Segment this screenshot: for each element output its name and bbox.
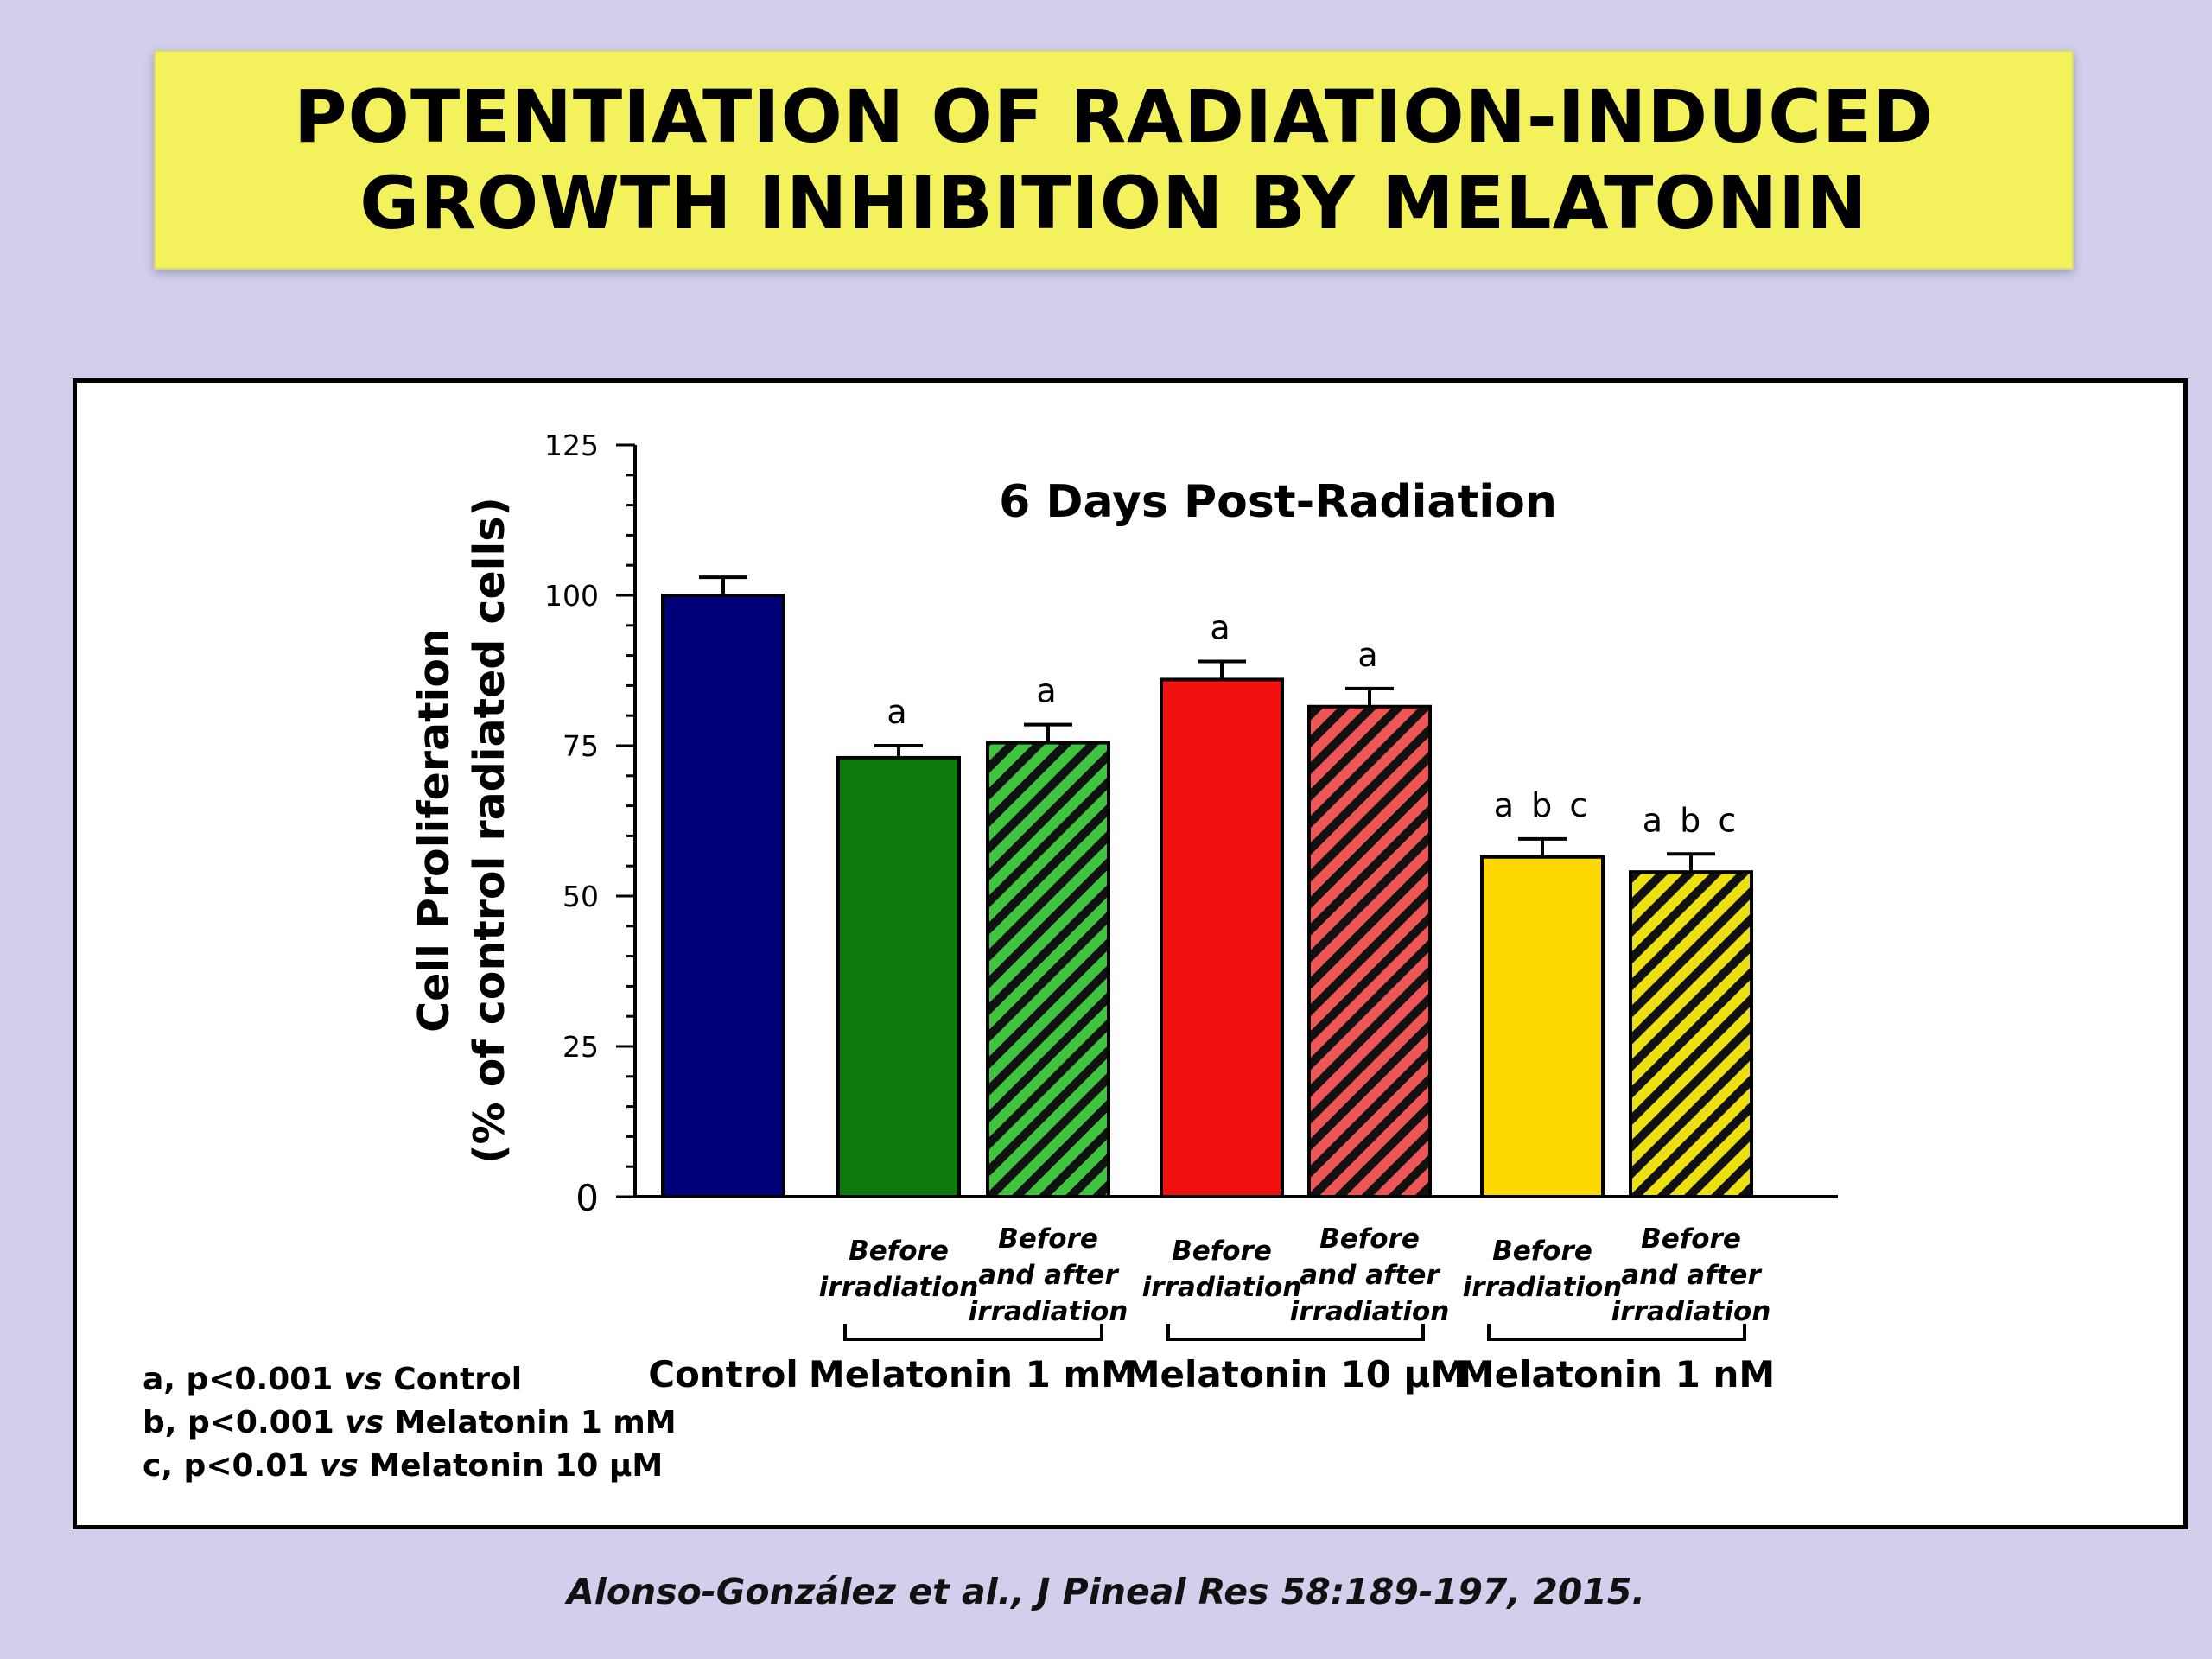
- footnote-b-prefix: b, p<0.001: [143, 1405, 346, 1440]
- footnote-a-vs: vs: [343, 1362, 383, 1397]
- y-tick-label: 25: [563, 1030, 599, 1064]
- footnote-a-prefix: a, p<0.001: [143, 1362, 344, 1397]
- bar-sublabel-line: irradiation: [969, 1296, 1128, 1327]
- footnote-b-suffix: Melatonin 1 mM: [384, 1405, 677, 1440]
- significance-label: a: [1210, 609, 1233, 647]
- bar-sublabel-line: Before: [1319, 1224, 1420, 1255]
- bar-sublabel: Before and after irradiation: [969, 1224, 1128, 1327]
- bar-sublabel-line: and after: [1300, 1260, 1440, 1291]
- bar-sublabel: Before irradiation: [1463, 1236, 1623, 1303]
- bar-sublabel-line: and after: [978, 1260, 1119, 1291]
- group-bracket: [1487, 1324, 1746, 1341]
- bar-sublabel-line: irradiation: [819, 1272, 979, 1303]
- title-line-1: POTENTIATION OF RADIATION-INDUCED: [293, 74, 1935, 159]
- bar-sublabel-line: Before: [849, 1236, 949, 1267]
- footnote-c-vs: vs: [319, 1448, 359, 1484]
- footnote-b-vs: vs: [345, 1405, 385, 1440]
- significance-label: a b c: [1494, 786, 1591, 824]
- chart-frame: 0 25 50 75 100 125 6 Days Post-Radiation Cell P…: [73, 378, 2188, 1529]
- bar-hatch: [989, 744, 1107, 1195]
- group-bracket: [1166, 1324, 1425, 1341]
- y-axis-label-line-1: Cell Proliferation: [410, 628, 459, 1033]
- bar-sublabel: Before and after irradiation: [1290, 1224, 1450, 1327]
- y-tick-label: 0: [575, 1177, 599, 1219]
- y-tick-label: 100: [544, 579, 599, 613]
- bar-sublabel-line: Before: [998, 1224, 1098, 1255]
- footnote-a: a, p<0.001 vs Control: [143, 1362, 522, 1397]
- y-tick-label: 75: [563, 729, 599, 763]
- y-axis-label-line-2: (% of control radiated cells): [465, 497, 514, 1164]
- bar-sublabel: Before irradiation: [1142, 1236, 1302, 1303]
- bar-hatch: [1632, 874, 1750, 1195]
- significance-label: a: [1036, 672, 1059, 710]
- group-label: Melatonin 1 nM: [1459, 1353, 1775, 1395]
- bar-sublabel: Before and after irradiation: [1611, 1224, 1771, 1327]
- y-tick-label: 125: [544, 429, 599, 462]
- significance-label: a: [1357, 636, 1381, 674]
- bar-sublabel-line: irradiation: [1463, 1272, 1623, 1303]
- bar: [1160, 677, 1284, 1198]
- bar: [836, 755, 961, 1198]
- bar-hatch: [1311, 708, 1428, 1195]
- bar: [661, 594, 785, 1198]
- group-label: Melatonin 10 µM: [1124, 1353, 1467, 1395]
- bar-sublabel-line: Before: [1492, 1236, 1592, 1267]
- footnote-c-prefix: c, p<0.01: [143, 1448, 320, 1484]
- bar-sublabel-line: irradiation: [1290, 1296, 1450, 1327]
- significance-label: a b c: [1643, 801, 1739, 839]
- bar-sublabel-line: Before: [1641, 1224, 1741, 1255]
- significance-label: a: [887, 693, 910, 731]
- group-label: Control: [648, 1353, 798, 1395]
- bar-sublabel: Before irradiation: [819, 1236, 979, 1303]
- bar-sublabel-line: Before: [1172, 1236, 1272, 1267]
- footnote-c: c, p<0.01 vs Melatonin 10 µM: [143, 1448, 663, 1484]
- bar-sublabel-line: and after: [1621, 1260, 1762, 1291]
- title-line-2: GROWTH INHIBITION BY MELATONIN: [359, 161, 1868, 245]
- y-axis-label: Cell Proliferation (% of control radiated…: [410, 497, 514, 1164]
- title-banner: POTENTIATION OF RADIATION-INDUCED GROWTH…: [154, 50, 2074, 270]
- group-bracket: [843, 1324, 1103, 1341]
- bar-sublabel-line: irradiation: [1611, 1296, 1771, 1327]
- footnote-a-suffix: Control: [382, 1362, 523, 1397]
- bar-sublabel-line: irradiation: [1142, 1272, 1302, 1303]
- footnote-c-suffix: Melatonin 10 µM: [358, 1448, 664, 1484]
- y-tick-label: 50: [563, 880, 599, 913]
- citation: Alonso-González et al., J Pineal Res 58:…: [567, 1571, 1645, 1612]
- chart-svg: 0 25 50 75 100 125 6 Days Post-Radiation Cell P…: [410, 429, 1838, 1395]
- group-label: Melatonin 1 mM: [809, 1353, 1137, 1395]
- bar: [1480, 855, 1605, 1198]
- chart-title: 6 Days Post-Radiation: [999, 476, 1557, 528]
- footnote-b: b, p<0.001 vs Melatonin 1 mM: [143, 1405, 677, 1440]
